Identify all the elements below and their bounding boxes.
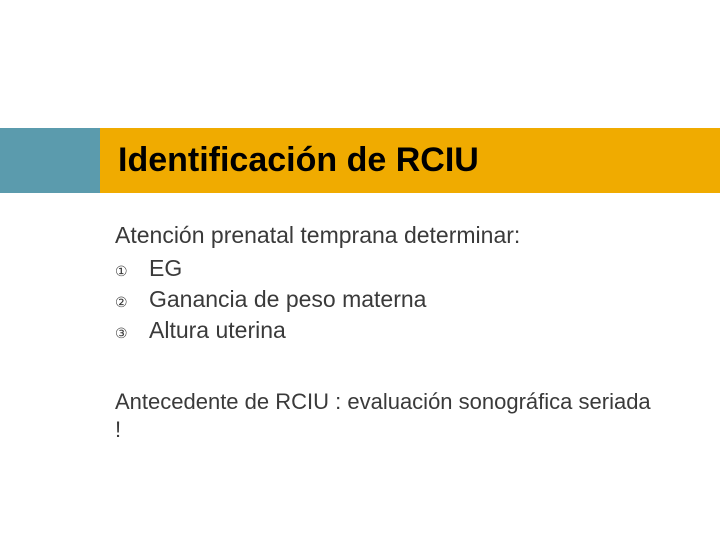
list-item: ② Ganancia de peso materna (115, 286, 660, 313)
header-title-band: Identificación de RCIU (100, 128, 720, 193)
header-accent-block (0, 128, 100, 193)
numbered-list: ① EG ② Ganancia de peso materna ③ Altura… (115, 255, 660, 344)
bullet-icon: ② (115, 294, 149, 311)
slide-title: Identificación de RCIU (118, 141, 479, 180)
bullet-icon: ③ (115, 325, 149, 342)
list-item-text: Altura uterina (149, 317, 286, 344)
list-item: ③ Altura uterina (115, 317, 660, 344)
list-item: ① EG (115, 255, 660, 282)
lead-text: Atención prenatal temprana determinar: (115, 222, 660, 249)
bullet-icon: ① (115, 263, 149, 280)
slide: Identificación de RCIU Atención prenatal… (0, 0, 720, 540)
list-item-text: Ganancia de peso materna (149, 286, 426, 313)
slide-body: Atención prenatal temprana determinar: ①… (115, 222, 660, 443)
note-text: Antecedente de RCIU : evaluación sonográ… (115, 388, 660, 443)
list-item-text: EG (149, 255, 182, 282)
header-band: Identificación de RCIU (0, 128, 720, 193)
